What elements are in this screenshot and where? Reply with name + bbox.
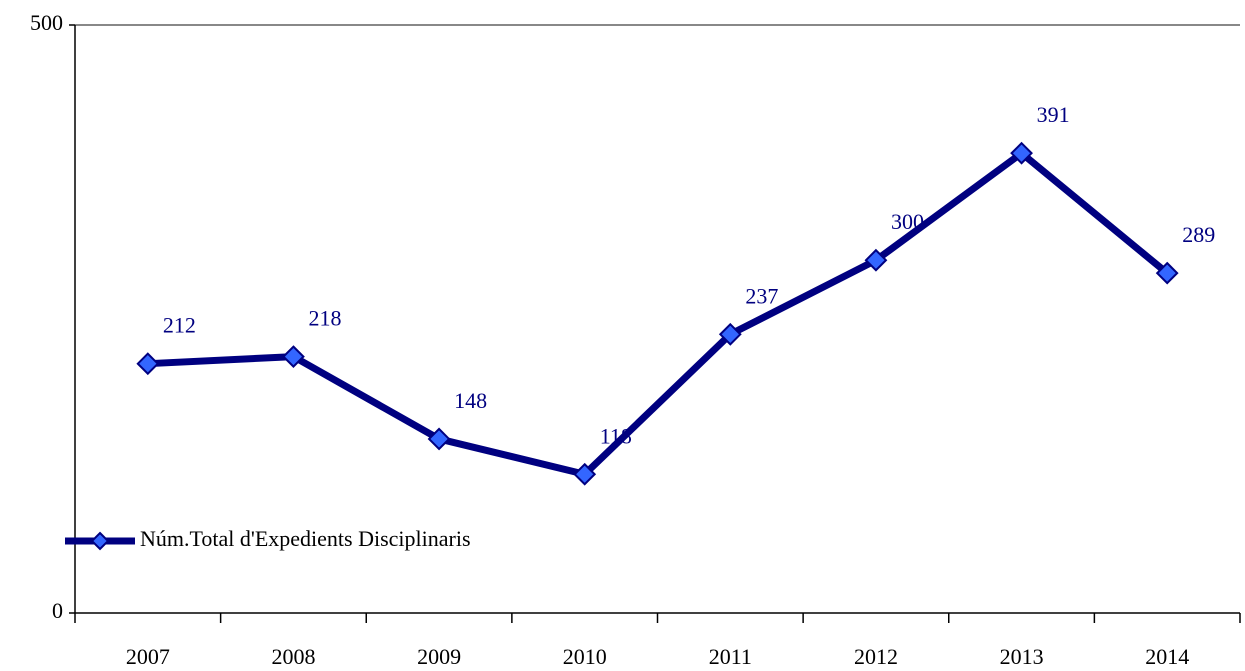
x-tick-label: 2008: [271, 644, 315, 669]
y-tick-label: 500: [30, 10, 63, 35]
series-line: [147, 149, 1170, 478]
y-tick-label: 0: [52, 598, 63, 623]
marker: [718, 322, 742, 346]
x-tick-label: 2010: [563, 644, 607, 669]
marker: [136, 352, 160, 376]
data-label: 148: [454, 388, 487, 413]
data-label: 237: [745, 283, 778, 308]
x-tick-label: 2012: [854, 644, 898, 669]
x-tick-label: 2009: [417, 644, 461, 669]
data-label: 118: [600, 423, 632, 448]
marker: [1010, 141, 1033, 165]
data-label: 300: [891, 209, 924, 234]
legend-label: Núm.Total d'Expedients Disciplinaris: [140, 526, 471, 551]
marker: [864, 248, 888, 272]
marker: [1155, 261, 1179, 285]
x-tick-label: 2014: [1145, 644, 1189, 669]
data-label: 289: [1182, 222, 1215, 247]
x-tick-label: 2007: [126, 644, 170, 669]
legend-marker: [90, 531, 110, 551]
marker: [282, 345, 305, 369]
marker: [427, 427, 451, 451]
data-label: 391: [1037, 102, 1070, 127]
data-label: 212: [163, 313, 196, 338]
data-label: 218: [308, 306, 341, 331]
x-tick-label: 2011: [709, 644, 752, 669]
marker: [573, 462, 597, 486]
x-tick-label: 2013: [1000, 644, 1044, 669]
